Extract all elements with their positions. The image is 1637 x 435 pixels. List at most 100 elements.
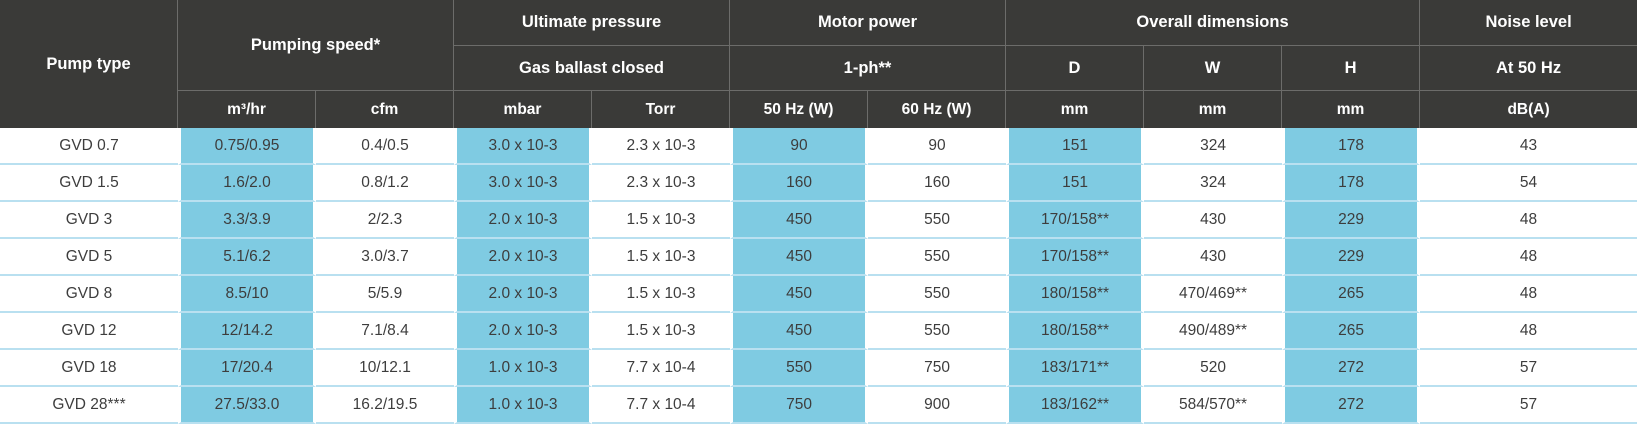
value-cell: 48	[1420, 313, 1637, 350]
value-cell: 27.5/33.0	[178, 387, 316, 424]
pump-type-cell: GVD 1.5	[0, 165, 178, 202]
value-cell: 160	[868, 165, 1007, 202]
value-cell: 750	[730, 387, 869, 424]
value-cell: 450	[730, 202, 869, 239]
pump-type-cell: GVD 0.7	[0, 128, 178, 165]
value-cell: 3.0 x 10-3	[454, 165, 592, 202]
value-cell: 57	[1420, 350, 1637, 387]
value-cell: 265	[1282, 313, 1421, 350]
table-row: GVD 1.5 1.6/2.0 0.8/1.2 3.0 x 10-3 2.3 x 10-…	[0, 165, 1637, 202]
value-cell: 229	[1282, 239, 1421, 276]
unit-cfm: cfm	[316, 91, 454, 128]
header-dim-w: W	[1144, 46, 1283, 91]
value-cell: 430	[1144, 239, 1283, 276]
table-row: GVD 5 5.1/6.2 3.0/3.7 2.0 x 10-3 1.5 x 10-3 4…	[0, 239, 1637, 276]
unit-h-mm: mm	[1282, 91, 1421, 128]
unit-m3hr: m³/hr	[178, 91, 316, 128]
value-cell: 470/469**	[1144, 276, 1283, 313]
value-cell: 1.5 x 10-3	[592, 313, 731, 350]
value-cell: 450	[730, 313, 869, 350]
value-cell: 151	[1006, 165, 1145, 202]
header-motor-power: Motor power	[730, 0, 1007, 46]
table-row: GVD 0.7 0.75/0.95 0.4/0.5 3.0 x 10-3 2.3 x 1…	[0, 128, 1637, 165]
header-overall-dimensions: Overall dimensions	[1006, 0, 1421, 46]
value-cell: 1.0 x 10-3	[454, 387, 592, 424]
value-cell: 584/570**	[1144, 387, 1283, 424]
value-cell: 1.5 x 10-3	[592, 276, 731, 313]
header-row-subgroups: Gas ballast closed 1-ph** D W H At 50 Hz	[0, 46, 1637, 91]
value-cell: 5/5.9	[316, 276, 454, 313]
unit-w-mm: mm	[1144, 91, 1283, 128]
table-header: Pump type Pumping speed* Ultimate pressu…	[0, 0, 1637, 128]
value-cell: 151	[1006, 128, 1145, 165]
value-cell: 229	[1282, 202, 1421, 239]
value-cell: 183/171**	[1006, 350, 1145, 387]
value-cell: 430	[1144, 202, 1283, 239]
header-dim-d: D	[1006, 46, 1145, 91]
value-cell: 1.5 x 10-3	[592, 239, 731, 276]
value-cell: 43	[1420, 128, 1637, 165]
value-cell: 265	[1282, 276, 1421, 313]
header-ultimate-pressure: Ultimate pressure	[454, 0, 731, 46]
value-cell: 5.1/6.2	[178, 239, 316, 276]
table-row: GVD 28*** 27.5/33.0 16.2/19.5 1.0 x 10-3 7.7…	[0, 387, 1637, 424]
value-cell: 180/158**	[1006, 276, 1145, 313]
value-cell: 170/158**	[1006, 202, 1145, 239]
value-cell: 7.7 x 10-4	[592, 387, 731, 424]
value-cell: 272	[1282, 350, 1421, 387]
value-cell: 170/158**	[1006, 239, 1145, 276]
value-cell: 550	[868, 276, 1007, 313]
value-cell: 3.0 x 10-3	[454, 128, 592, 165]
pump-type-cell: GVD 12	[0, 313, 178, 350]
value-cell: 2.3 x 10-3	[592, 128, 731, 165]
value-cell: 8.5/10	[178, 276, 316, 313]
value-cell: 272	[1282, 387, 1421, 424]
value-cell: 57	[1420, 387, 1637, 424]
header-row-groups: Pump type Pumping speed* Ultimate pressu…	[0, 0, 1637, 128]
value-cell: 7.1/8.4	[316, 313, 454, 350]
table-row: GVD 12 12/14.2 7.1/8.4 2.0 x 10-3 1.5 x 10-3…	[0, 313, 1637, 350]
value-cell: 178	[1282, 128, 1421, 165]
header-at-50hz: At 50 Hz	[1420, 46, 1637, 91]
value-cell: 2.0 x 10-3	[454, 313, 592, 350]
value-cell: 550	[868, 202, 1007, 239]
value-cell: 90	[730, 128, 869, 165]
value-cell: 0.8/1.2	[316, 165, 454, 202]
value-cell: 10/12.1	[316, 350, 454, 387]
value-cell: 180/158**	[1006, 313, 1145, 350]
unit-d-mm: mm	[1006, 91, 1145, 128]
table-row: GVD 3 3.3/3.9 2/2.3 2.0 x 10-3 1.5 x 10-3 450…	[0, 202, 1637, 239]
value-cell: 324	[1144, 128, 1283, 165]
unit-60hz-w: 60 Hz (W)	[868, 91, 1007, 128]
value-cell: 3.3/3.9	[178, 202, 316, 239]
value-cell: 90	[868, 128, 1007, 165]
unit-dba: dB(A)	[1420, 91, 1637, 128]
value-cell: 550	[868, 239, 1007, 276]
value-cell: 16.2/19.5	[316, 387, 454, 424]
value-cell: 2.0 x 10-3	[454, 239, 592, 276]
value-cell: 450	[730, 239, 869, 276]
value-cell: 450	[730, 276, 869, 313]
pump-type-cell: GVD 5	[0, 239, 178, 276]
pump-type-cell: GVD 28***	[0, 387, 178, 424]
value-cell: 48	[1420, 276, 1637, 313]
value-cell: 520	[1144, 350, 1283, 387]
header-dim-h: H	[1282, 46, 1421, 91]
value-cell: 0.4/0.5	[316, 128, 454, 165]
unit-torr: Torr	[592, 91, 731, 128]
value-cell: 12/14.2	[178, 313, 316, 350]
table-row: GVD 18 17/20.4 10/12.1 1.0 x 10-3 7.7 x 10-4…	[0, 350, 1637, 387]
unit-mbar: mbar	[454, 91, 592, 128]
table-row: GVD 8 8.5/10 5/5.9 2.0 x 10-3 1.5 x 10-3 450 5…	[0, 276, 1637, 313]
pump-spec-table: Pump type Pumping speed* Ultimate pressu…	[0, 0, 1637, 424]
unit-50hz-w: 50 Hz (W)	[730, 91, 869, 128]
value-cell: 7.7 x 10-4	[592, 350, 731, 387]
value-cell: 17/20.4	[178, 350, 316, 387]
value-cell: 324	[1144, 165, 1283, 202]
value-cell: 490/489**	[1144, 313, 1283, 350]
value-cell: 54	[1420, 165, 1637, 202]
value-cell: 1.5 x 10-3	[592, 202, 731, 239]
value-cell: 2.0 x 10-3	[454, 202, 592, 239]
pump-type-cell: GVD 8	[0, 276, 178, 313]
header-gas-ballast-closed: Gas ballast closed	[454, 46, 731, 91]
